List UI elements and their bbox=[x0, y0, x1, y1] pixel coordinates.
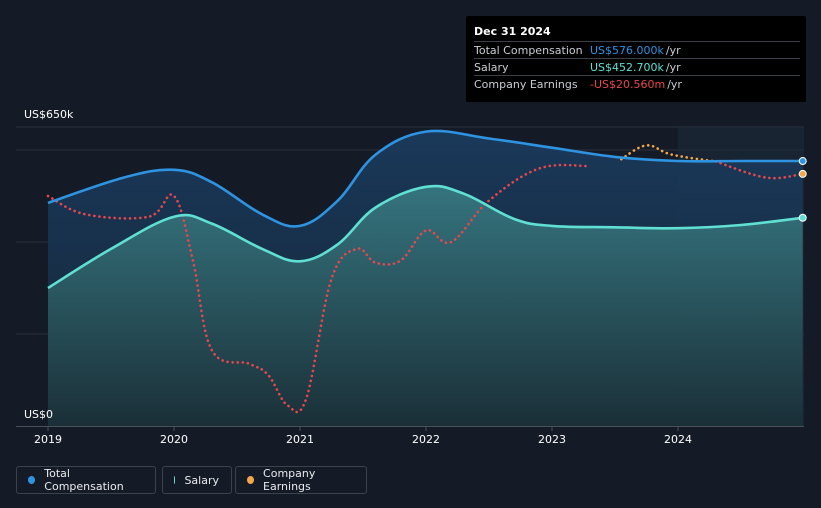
x-tick-label: 2020 bbox=[160, 433, 188, 446]
legend-label: Salary bbox=[184, 473, 219, 487]
x-tick-label: 2021 bbox=[286, 433, 314, 446]
legend-label: Company Earnings bbox=[263, 467, 316, 493]
legend-item-company-earnings[interactable]: Company Earnings bbox=[235, 466, 367, 494]
legend-dot-icon bbox=[28, 476, 36, 484]
x-tick-label: 2022 bbox=[412, 433, 440, 446]
y-axis-min-label: US$0 bbox=[24, 408, 54, 421]
legend-label: Total Compensation bbox=[44, 467, 124, 493]
total-compensation-line bbox=[47, 129, 803, 228]
tooltip-row-total-compensation: Total Compensation US$576.000k/yr bbox=[474, 41, 800, 59]
y-axis-max-label: US$650k bbox=[24, 108, 74, 121]
salary-line bbox=[47, 184, 803, 290]
tooltip-value: -US$20.560m/yr bbox=[590, 78, 682, 91]
x-tick-label: 2023 bbox=[538, 433, 566, 446]
tooltip-label: Salary bbox=[474, 61, 509, 74]
tooltip-row-salary: Salary US$452.700k/yr bbox=[474, 58, 800, 76]
legend-dot-icon bbox=[247, 476, 255, 484]
total-compensation-end-marker bbox=[798, 157, 807, 166]
tooltip: Dec 31 2024 Total Compensation US$576.00… bbox=[466, 16, 806, 102]
x-axis-ticks: 2019 2020 2021 2022 2023 2024 bbox=[34, 426, 692, 446]
salary-area bbox=[48, 185, 803, 426]
tooltip-label: Company Earnings bbox=[474, 78, 578, 91]
legend-dot-icon bbox=[174, 476, 176, 484]
company-earnings-line bbox=[46, 160, 804, 414]
legend-item-total-compensation[interactable]: Total Compensation bbox=[16, 466, 156, 494]
company-earnings-end-marker bbox=[798, 169, 807, 178]
end-markers bbox=[798, 157, 807, 222]
tooltip-value: US$576.000k/yr bbox=[590, 44, 681, 57]
company-earnings-line-future bbox=[620, 144, 718, 163]
tooltip-date: Dec 31 2024 bbox=[474, 25, 551, 38]
x-tick-label: 2024 bbox=[664, 433, 692, 446]
x-tick-label: 2019 bbox=[34, 433, 62, 446]
legend-item-salary[interactable]: Salary bbox=[162, 466, 232, 494]
tooltip-row-company-earnings: Company Earnings -US$20.560m/yr bbox=[474, 75, 800, 93]
tooltip-label: Total Compensation bbox=[474, 44, 583, 57]
salary-end-marker bbox=[798, 213, 807, 222]
tooltip-value: US$452.700k/yr bbox=[590, 61, 681, 74]
